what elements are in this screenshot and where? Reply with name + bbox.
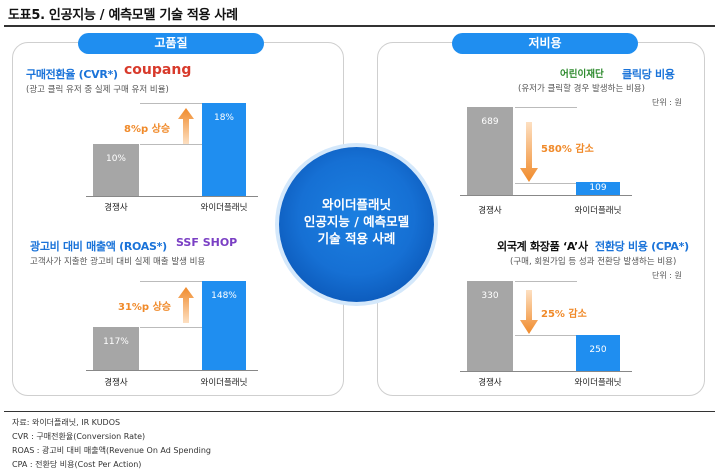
cpa-label-competitor: 경쟁사: [478, 378, 502, 388]
cpc-delta: 580% 감소: [541, 144, 594, 155]
cvr-top-guide: [140, 103, 202, 104]
cpc-title: 클릭당 비용: [622, 68, 675, 81]
cpa-top-guide: [515, 281, 577, 282]
roas-label-wider: 와이더플래닛: [200, 378, 248, 388]
cpa-label-wider: 와이더플래닛: [574, 378, 622, 388]
cpc-label-wider: 와이더플래닛: [574, 206, 622, 216]
cvr-title: 구매전환율 (CVR*): [26, 68, 118, 81]
roas-guide: [140, 327, 202, 328]
center-line-3: 기술 적용 사례: [317, 231, 396, 246]
cvr-bar-wider: 18%: [202, 103, 246, 196]
up-arrow-icon: [178, 287, 194, 323]
ssf-shop-logo: SSF SHOP: [176, 236, 238, 249]
roas-top-guide: [140, 281, 202, 282]
figure-title: 도표5. 인공지능 / 예측모델 기술 적용 사례: [8, 8, 238, 23]
roas-baseline: [86, 370, 258, 371]
cpc-bar-wider: 109: [576, 182, 620, 195]
roas-bar-wider: 148%: [202, 281, 246, 370]
down-arrow-icon: [520, 290, 538, 334]
cpa-bar-wider: 250: [576, 335, 620, 371]
cpa-delta: 25% 감소: [541, 309, 587, 320]
cpc-label-competitor: 경쟁사: [478, 206, 502, 216]
cvr-subtitle: (광고 클릭 유저 중 실제 구매 유저 비율): [26, 85, 169, 95]
cpa-title: 전환당 비용 (CPA*): [595, 240, 689, 253]
cpa-baseline: [460, 371, 632, 372]
cvr-guide: [140, 144, 202, 145]
childfund-logo: 어린이재단: [560, 69, 604, 80]
cpc-top-guide: [515, 107, 577, 108]
cpc-baseline: [460, 195, 632, 196]
center-line-2: 인공지능 / 예측모델: [303, 214, 410, 229]
cpc-bar-competitor: 689: [467, 107, 513, 195]
footnote-source: 자료: 와이더플래닛, IR KUDOS: [12, 418, 121, 427]
cvr-bar-competitor: 10%: [93, 144, 139, 196]
footnote-cvr: CVR : 구매전환율(Conversion Rate): [12, 432, 146, 441]
cvr-label-competitor: 경쟁사: [104, 203, 128, 213]
center-circle: [279, 147, 434, 302]
coupang-logo: coupang: [124, 62, 192, 78]
footnote-divider: [4, 411, 715, 412]
center-line-1: 와이더플래닛: [321, 197, 391, 212]
roas-bar-competitor: 117%: [93, 327, 139, 370]
center-caption: 와이더플래닛 인공지능 / 예측모델 기술 적용 사례: [279, 196, 434, 247]
cpa-bar-competitor: 330: [467, 281, 513, 371]
high-quality-header: 고품질: [78, 33, 264, 54]
cpa-advertiser: 외국계 화장품 ‘A’사: [497, 240, 588, 253]
cpc-unit: 단위 : 원: [652, 98, 682, 107]
cpa-guide: [515, 335, 577, 336]
roas-title: 광고비 대비 매출액 (ROAS*): [30, 240, 167, 253]
cpa-subtitle: (구매, 회원가입 등 성과 전환당 발생하는 비용): [510, 257, 677, 267]
footnote-roas: ROAS : 광고비 대비 매출액(Revenue On Ad Spending: [12, 446, 211, 455]
up-arrow-icon: [178, 108, 194, 144]
cpa-unit: 단위 : 원: [652, 271, 682, 280]
title-divider: [4, 25, 715, 27]
down-arrow-icon: [520, 122, 538, 182]
cvr-baseline: [86, 196, 258, 197]
cvr-delta: 8%p 상승: [124, 124, 171, 135]
cvr-label-wider: 와이더플래닛: [200, 203, 248, 213]
roas-label-competitor: 경쟁사: [104, 378, 128, 388]
roas-delta: 31%p 상승: [118, 302, 171, 313]
cpc-guide: [515, 183, 577, 184]
roas-subtitle: 고객사가 지출한 광고비 대비 실제 매출 발생 비용: [30, 257, 206, 267]
cpc-subtitle: (유저가 클릭할 경우 발생하는 비용): [518, 84, 645, 94]
low-cost-header: 저비용: [452, 33, 638, 54]
footnote-cpa: CPA : 전환당 비용(Cost Per Action): [12, 460, 142, 469]
